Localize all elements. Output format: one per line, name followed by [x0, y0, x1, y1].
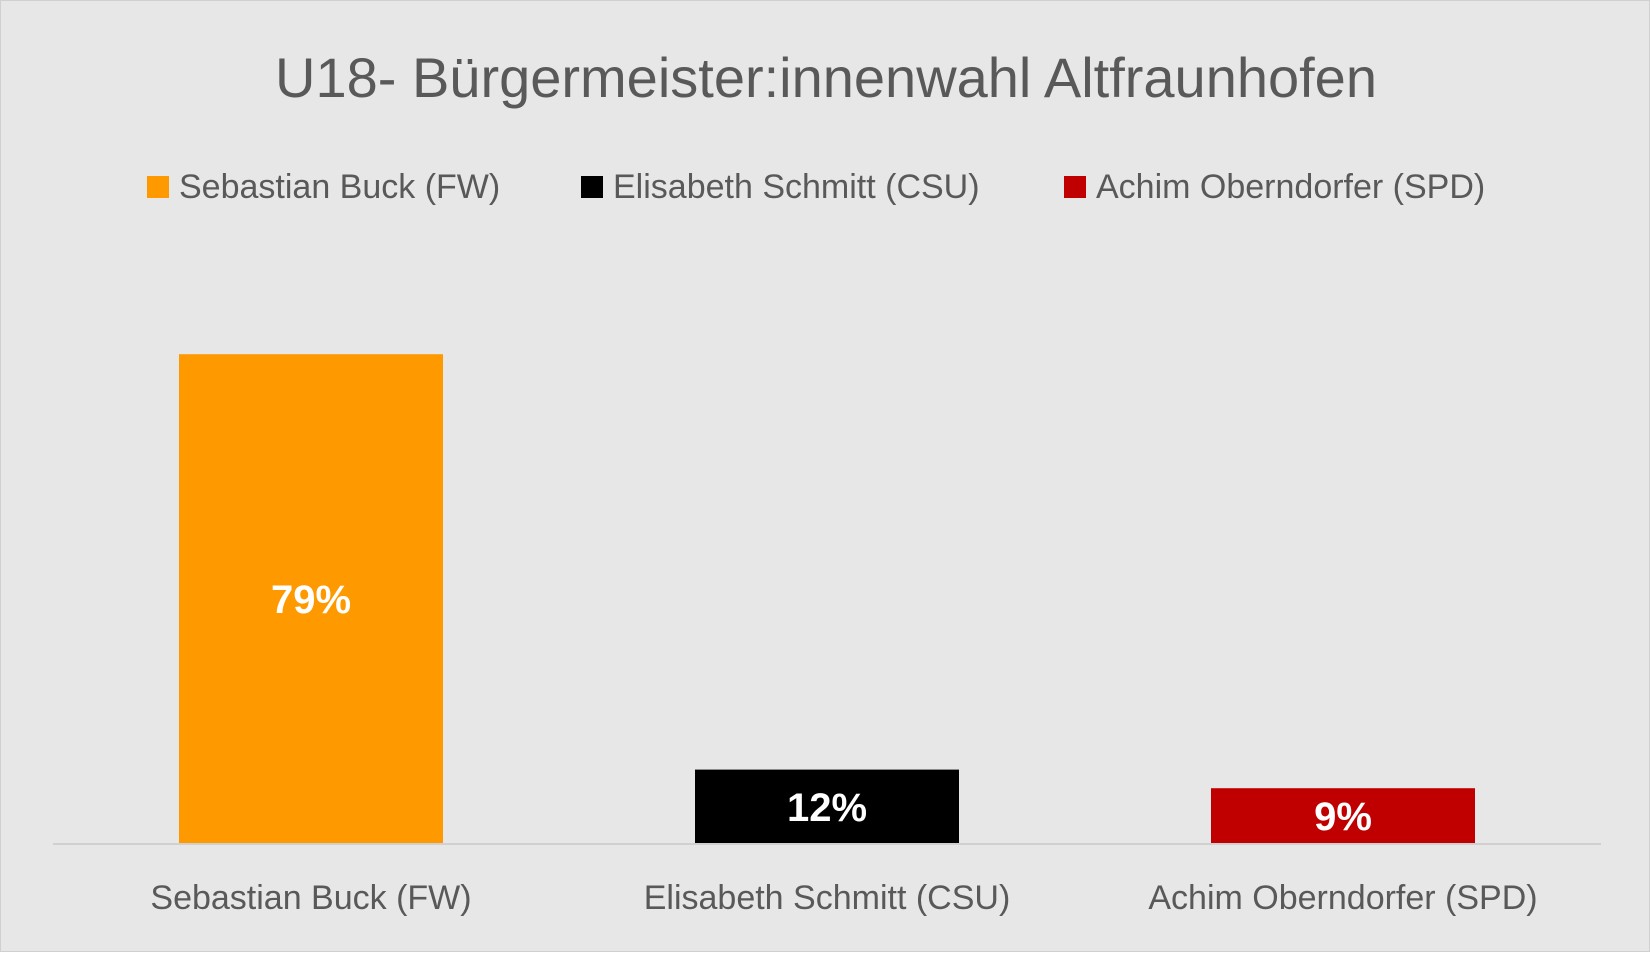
bars-group: 79% 12% 9% [179, 354, 1475, 844]
x-tick-label-1: Sebastian Buck (FW) [150, 879, 471, 917]
legend-label-3: Achim Oberndorfer (SPD) [1096, 168, 1485, 206]
bar-3 [1211, 788, 1475, 844]
bar-2 [695, 769, 959, 844]
chart-title: U18- Bürgermeister:innenwahl Altfraunhof… [275, 46, 1377, 109]
legend-label-2: Elisabeth Schmitt (CSU) [613, 168, 980, 206]
legend-swatch-1 [147, 176, 169, 198]
bar-1 [179, 354, 443, 844]
legend-swatch-2 [581, 176, 603, 198]
legend-label-1: Sebastian Buck (FW) [179, 168, 500, 206]
data-label-2: 12% [787, 786, 867, 830]
x-tick-labels: Sebastian Buck (FW) Elisabeth Schmitt (CS… [150, 879, 1537, 917]
data-label-3: 9% [1314, 795, 1372, 839]
x-tick-label-2: Elisabeth Schmitt (CSU) [644, 879, 1011, 917]
x-tick-label-3: Achim Oberndorfer (SPD) [1148, 879, 1537, 917]
data-label-1: 79% [271, 578, 351, 622]
legend: Sebastian Buck (FW) Elisabeth Schmitt (CS… [147, 168, 1485, 206]
legend-swatch-3 [1064, 176, 1086, 198]
